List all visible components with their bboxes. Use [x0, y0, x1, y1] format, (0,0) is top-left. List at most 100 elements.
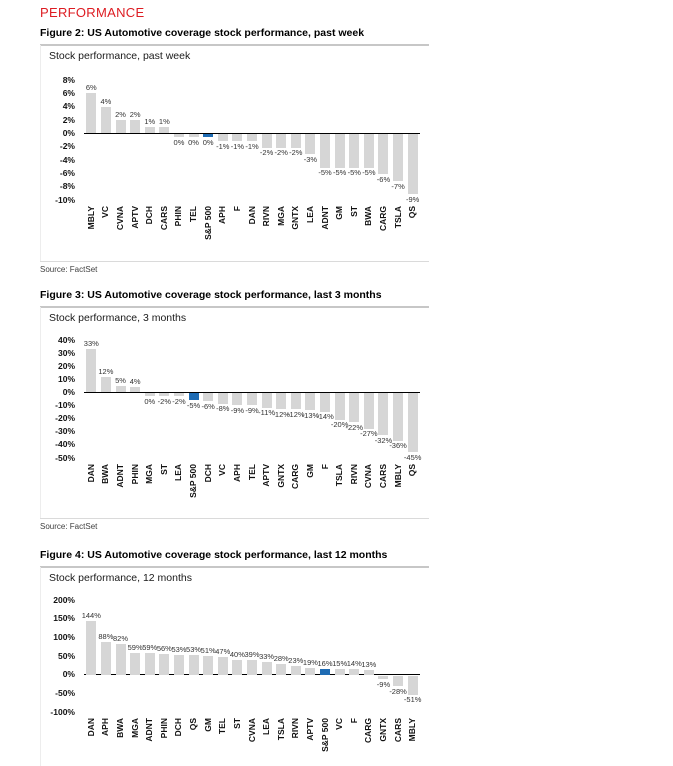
y-tick-label: -40%	[55, 439, 75, 450]
figure3-source-note: Source: FactSet	[40, 518, 429, 531]
stock-bar	[100, 641, 111, 675]
stock-bar	[188, 134, 199, 138]
stock-bar	[188, 654, 199, 675]
y-tick-label: 4%	[62, 101, 75, 112]
bar-value-label: -8%	[216, 404, 230, 414]
x-category-label: F	[231, 206, 242, 212]
bar-value-label: -2%	[274, 148, 288, 158]
bar-value-label: 12%	[98, 366, 114, 376]
y-tick-label: -8%	[59, 181, 75, 192]
bar-value-label: 59%	[142, 642, 158, 652]
y-tick-label: -20%	[55, 413, 75, 424]
x-category-label: GM	[334, 206, 345, 220]
bar-value-label: 23%	[288, 656, 304, 666]
bar-value-label: -3%	[303, 154, 318, 164]
stock-bar	[334, 134, 345, 168]
bar-value-label: 4%	[129, 377, 141, 387]
bar-value-label: 16%	[317, 658, 333, 668]
bar-value-label: -2%	[157, 396, 172, 406]
stock-bar	[159, 393, 170, 397]
bar-value-label: 2%	[115, 110, 126, 119]
bar-value-label: -9%	[230, 405, 245, 415]
bar-value-label: -5%	[362, 168, 376, 178]
x-category-label: MBLY	[392, 464, 403, 488]
x-category-label: F	[348, 718, 359, 724]
x-category-label: ADNT	[115, 464, 126, 488]
stock-bar	[86, 349, 97, 393]
zero-axis-line	[84, 674, 420, 676]
x-category-label: APTV	[261, 464, 272, 487]
bar-value-label: -9%	[376, 679, 391, 689]
stock-bar	[378, 134, 389, 175]
bar-value-label: 1%	[144, 116, 156, 126]
bar-value-label: 0%	[144, 396, 156, 406]
bar-value-label: -2%	[259, 148, 274, 158]
figure4-chart-title: Stock performance, 12 months	[49, 572, 192, 584]
stock-bar	[261, 662, 272, 675]
stock-bar	[203, 655, 214, 675]
stock-bar	[173, 654, 184, 675]
x-category-label: RIVN	[348, 464, 359, 485]
y-tick-label: -50%	[55, 452, 75, 463]
stock-bar	[247, 134, 257, 141]
benchmark-bar	[320, 668, 331, 675]
bar-value-label: -5%	[318, 168, 332, 178]
x-category-label: APTV	[129, 206, 140, 229]
bar-value-label: 4%	[100, 96, 112, 106]
stock-bar	[86, 620, 97, 675]
figure4-x-axis: DAN APH BWA MGA ADNT PHIN DCH QS GM TEL ST CVNA LEA T…	[84, 718, 420, 766]
y-tick-label: 6%	[62, 87, 75, 98]
stock-bar	[217, 134, 228, 141]
bar-value-label: -14%	[316, 412, 334, 422]
bar-value-label: 144%	[81, 610, 101, 620]
bar-value-label: 51%	[200, 645, 216, 655]
figure4-y-axis: 200% 150% 100% 50% 0% -50% -100%	[41, 595, 78, 716]
stock-bar	[305, 393, 316, 411]
x-category-label: ADNT	[144, 718, 155, 742]
stock-bar	[100, 376, 111, 393]
x-category-label: DAN	[246, 206, 257, 225]
stock-bar	[363, 669, 374, 675]
stock-bar	[290, 393, 301, 410]
stock-bar	[130, 120, 141, 134]
bar-value-label: 14%	[346, 659, 362, 669]
y-tick-label: 8%	[62, 74, 75, 85]
bar-value-label: 6%	[85, 83, 97, 93]
bar-value-label: -2%	[289, 148, 303, 158]
stock-bar	[232, 393, 243, 406]
stock-bar	[290, 666, 301, 675]
stock-bar	[305, 667, 316, 675]
figure3-caption: Figure 3: US Automotive coverage stock p…	[40, 289, 429, 308]
x-category-label: BWA	[115, 718, 126, 738]
x-category-label: RIVN	[290, 718, 301, 739]
bar-value-label: -6%	[376, 174, 391, 184]
stock-bar	[261, 393, 272, 408]
x-category-label: CARS	[377, 464, 388, 489]
x-category-label: DCH	[144, 206, 155, 225]
bar-value-label: 82%	[113, 634, 129, 644]
x-category-label: APH	[100, 718, 111, 736]
stock-bar	[393, 134, 404, 181]
bar-value-label: 53%	[186, 644, 202, 654]
x-category-label: GM	[304, 464, 315, 478]
bar-value-label: 47%	[215, 647, 231, 657]
bar-value-label: -9%	[245, 405, 259, 415]
y-tick-label: -4%	[59, 154, 75, 165]
y-tick-label: -100%	[50, 706, 75, 717]
bar-value-label: -32%	[374, 435, 393, 445]
bar-value-label: 19%	[302, 657, 318, 667]
bar-value-label: 28%	[273, 654, 289, 664]
bar-value-label: -5%	[347, 168, 361, 178]
x-category-label: GM	[202, 718, 213, 732]
bar-value-label: -27%	[360, 429, 378, 439]
y-tick-label: 20%	[57, 360, 75, 371]
bar-value-label: 1%	[158, 116, 170, 126]
x-category-label: CARS	[392, 718, 403, 743]
x-category-label: CARG	[290, 464, 301, 490]
stock-bar	[393, 393, 404, 441]
bar-value-label: 33%	[259, 652, 275, 662]
zero-axis-line	[84, 391, 420, 393]
figure2-chart: Stock performance, past week 8% 6% 4% 2% 0% -…	[40, 45, 430, 261]
bar-value-label: -45%	[403, 452, 422, 462]
